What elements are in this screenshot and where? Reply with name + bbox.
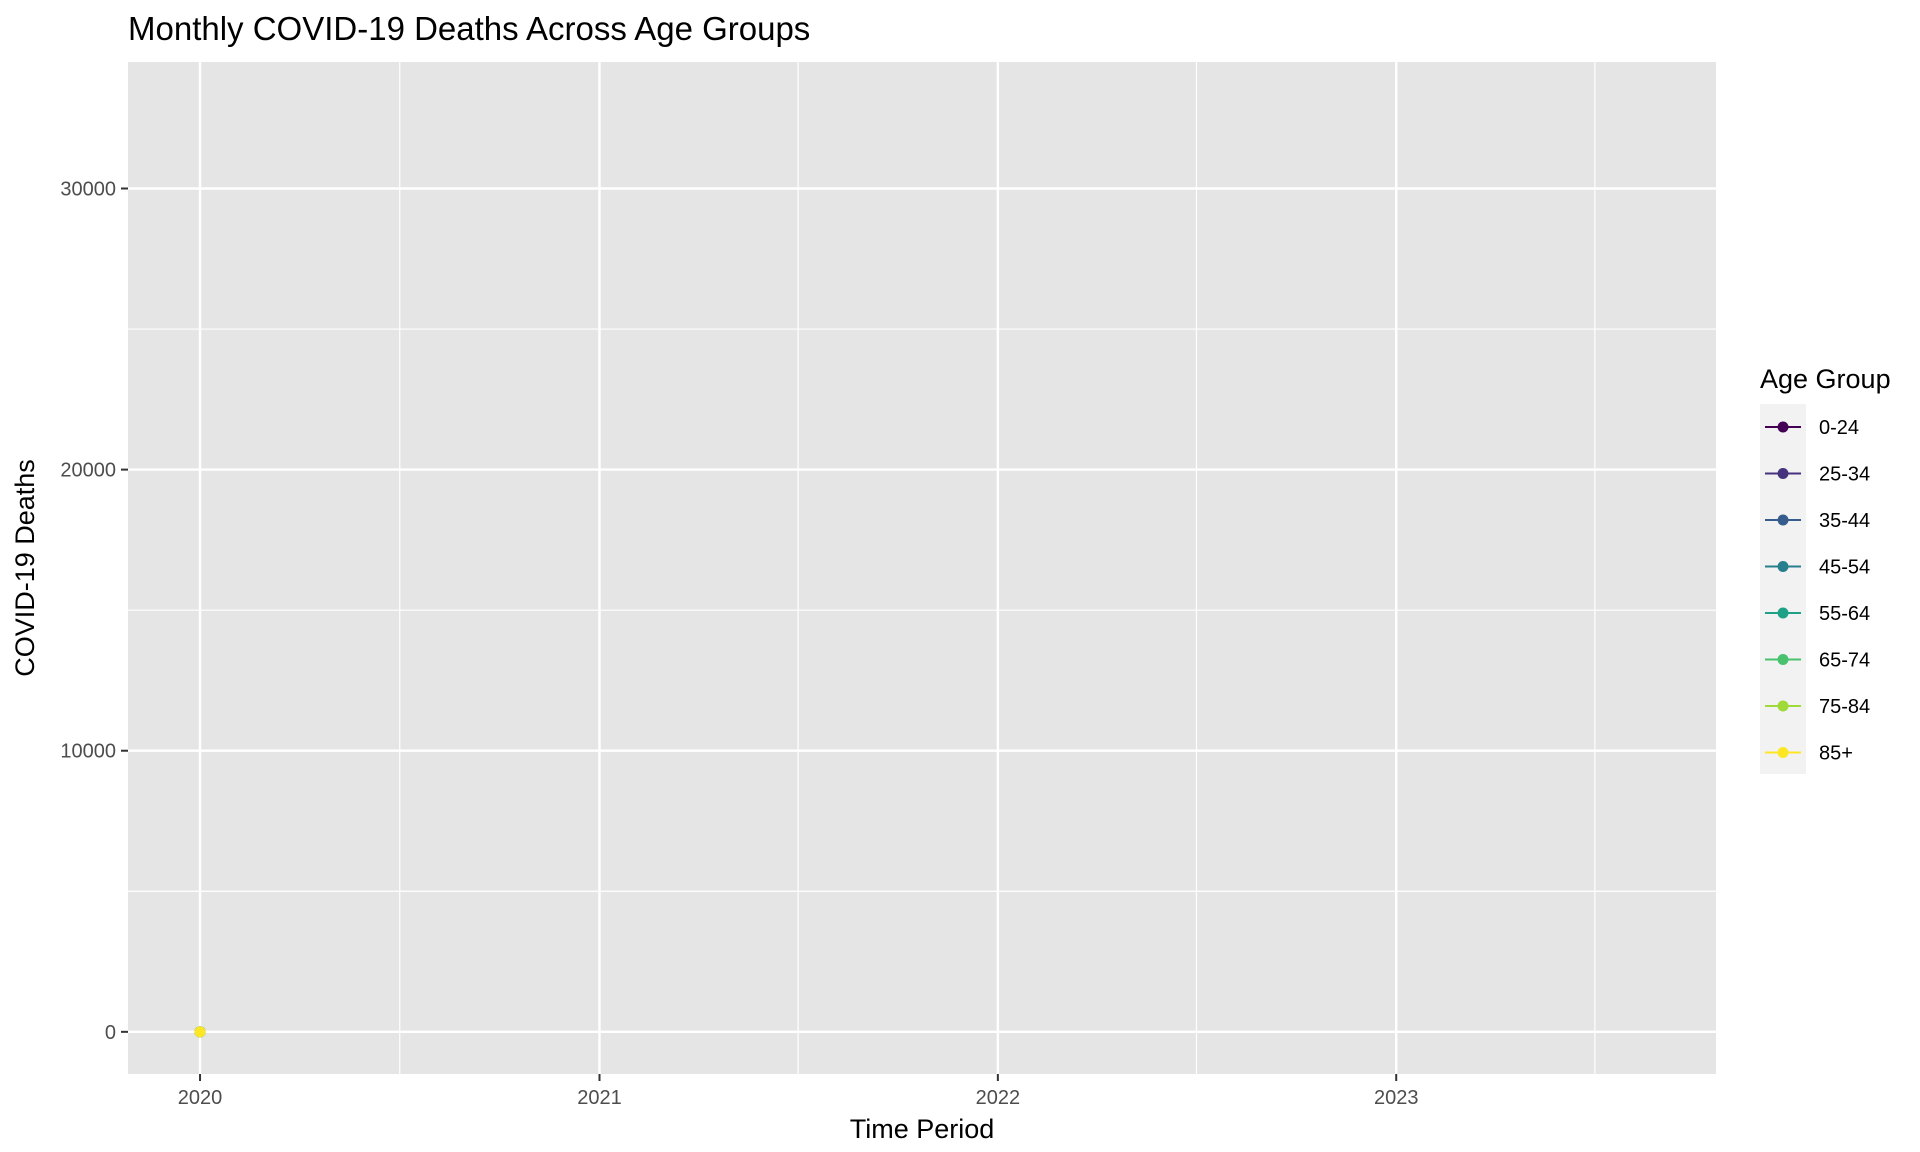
legend-key-point	[1777, 654, 1789, 665]
x-tick-label: 2021	[577, 1087, 622, 1109]
legend-key-point	[1777, 468, 1789, 479]
legend-item-0-24: 0-24	[1765, 417, 1859, 439]
legend-label: 65-74	[1819, 650, 1870, 672]
y-tick-label: 20000	[60, 460, 116, 482]
legend-item-55-64: 55-64	[1765, 603, 1870, 625]
legend-item-45-54: 45-54	[1765, 557, 1870, 579]
legend-key-point	[1777, 607, 1789, 619]
y-tick-label: 0	[105, 1022, 116, 1044]
legend-label: 35-44	[1819, 510, 1870, 532]
series-85+	[194, 1026, 206, 1038]
legend-key-background	[1760, 404, 1806, 774]
legend-label: 45-54	[1819, 557, 1870, 579]
legend: Age Group 0-24 25-34 35-44 45-54 55-64 65-74 7…	[1760, 364, 1891, 774]
grid-minor	[128, 62, 1716, 1074]
x-tick-label: 2023	[1374, 1087, 1419, 1109]
x-axis: 2020 2021 2022 2023	[178, 1074, 1419, 1109]
series-layer	[194, 1026, 206, 1038]
legend-key-point	[1777, 561, 1789, 572]
legend-key-point	[1777, 700, 1789, 712]
y-tick-label: 30000	[60, 179, 116, 201]
legend-label: 75-84	[1819, 696, 1870, 718]
legend-title: Age Group	[1760, 364, 1891, 394]
grid-major	[128, 62, 1716, 1074]
data-point	[194, 1026, 206, 1038]
legend-label: 85+	[1819, 743, 1853, 765]
legend-item-85+: 85+	[1765, 743, 1853, 765]
legend-key-point	[1777, 514, 1789, 526]
legend-label: 0-24	[1819, 417, 1859, 439]
legend-item-75-84: 75-84	[1765, 696, 1870, 718]
legend-label: 25-34	[1819, 464, 1870, 486]
x-tick-label: 2022	[976, 1087, 1021, 1109]
legend-items: 0-24 25-34 35-44 45-54 55-64 65-74 75-84 85+	[1765, 417, 1870, 765]
y-axis: 0 10000 20000 30000	[60, 179, 128, 1044]
y-axis-title: COVID-19 Deaths	[10, 459, 40, 677]
x-tick-label: 2020	[178, 1087, 223, 1109]
legend-item-65-74: 65-74	[1765, 650, 1870, 672]
x-axis-title: Time Period	[850, 1114, 995, 1144]
legend-key-point	[1777, 421, 1789, 433]
legend-key-point	[1777, 747, 1789, 758]
plot-panel	[128, 62, 1716, 1074]
legend-label: 55-64	[1819, 603, 1870, 625]
chart-title: Monthly COVID-19 Deaths Across Age Group…	[128, 10, 810, 47]
legend-item-25-34: 25-34	[1765, 464, 1870, 486]
y-tick-label: 10000	[60, 741, 116, 763]
legend-item-35-44: 35-44	[1765, 510, 1870, 532]
